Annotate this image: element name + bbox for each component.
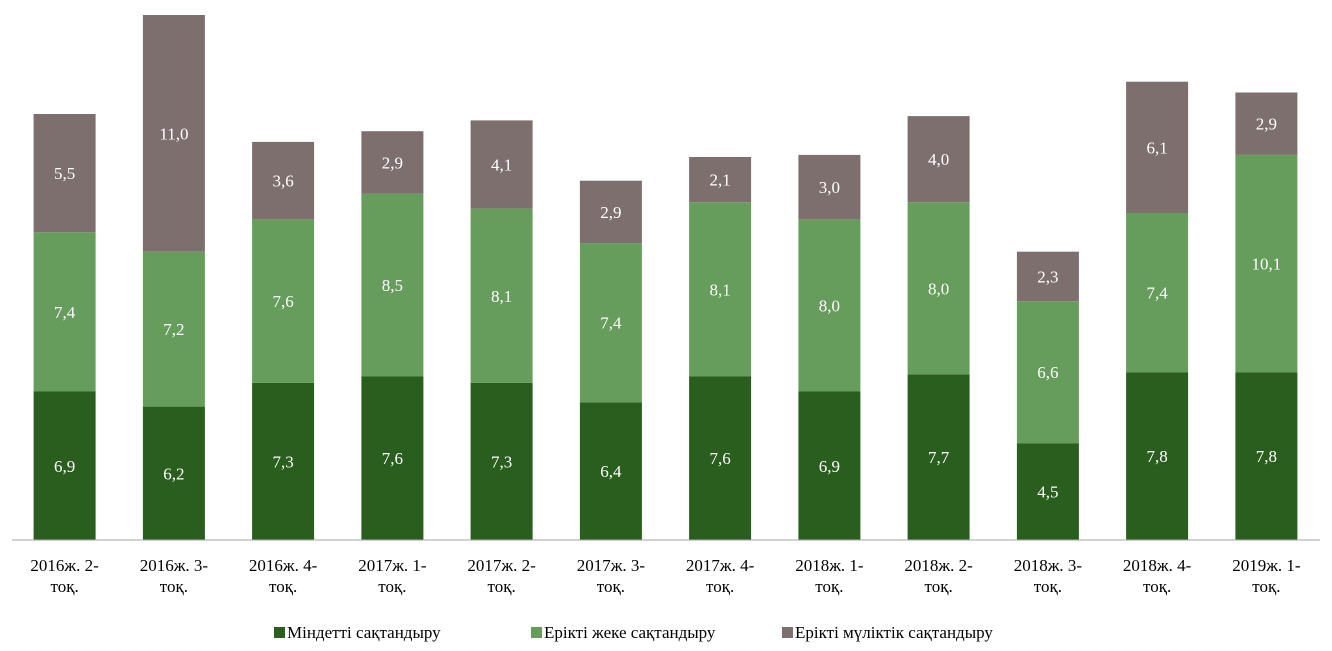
x-tick-label-11: 2019ж. 1-тоқ. bbox=[1232, 556, 1301, 596]
bar-segment-s2-c6 bbox=[689, 157, 752, 203]
x-tick-label-0: 2016ж. 2-тоқ. bbox=[30, 556, 99, 596]
bar-segment-s2-c8 bbox=[907, 116, 970, 203]
x-tick-label-5: 2017ж. 3-тоқ. bbox=[577, 556, 646, 596]
legend-swatch-2 bbox=[782, 627, 793, 638]
x-tick-label-1: 2016ж. 3-тоқ. bbox=[140, 556, 209, 596]
x-tick-label-2: 2016ж. 4-тоқ. bbox=[249, 556, 318, 596]
data-label-s1-c9: 6,6 bbox=[1037, 363, 1058, 382]
bar-segment-s2-c3 bbox=[361, 131, 424, 194]
bar-segment-s0-c0 bbox=[33, 391, 96, 540]
data-label-s2-c4: 4,1 bbox=[491, 156, 512, 175]
data-label-s0-c8: 7,7 bbox=[928, 448, 950, 467]
x-tick-label-10: 2018ж. 4-тоқ. bbox=[1123, 556, 1192, 596]
bar-segment-s2-c11 bbox=[1235, 92, 1298, 155]
bar-segment-s2-c0 bbox=[33, 114, 96, 233]
data-label-s2-c5: 2,9 bbox=[600, 203, 621, 222]
x-tick-label-3: 2017ж. 1-тоқ. bbox=[358, 556, 427, 596]
bar-segment-s2-c5 bbox=[579, 180, 642, 244]
data-label-s0-c0: 6,9 bbox=[54, 457, 75, 476]
bar-segment-s0-c9 bbox=[1016, 443, 1079, 540]
x-tick-label-6: 2017ж. 4-тоқ. bbox=[686, 556, 755, 596]
data-label-s0-c9: 4,5 bbox=[1037, 483, 1058, 502]
bar-segment-s2-c2 bbox=[252, 141, 315, 220]
data-label-s2-c2: 3,6 bbox=[272, 172, 293, 191]
x-tick-label-4: 2017ж. 2-тоқ. bbox=[467, 556, 536, 596]
bar-segment-s1-c0 bbox=[33, 232, 96, 392]
data-label-s1-c11: 10,1 bbox=[1252, 255, 1282, 274]
data-label-s2-c10: 6,1 bbox=[1146, 138, 1167, 157]
data-label-s2-c7: 3,0 bbox=[819, 178, 840, 197]
bar-segment-s0-c6 bbox=[689, 376, 752, 540]
bar-segment-s1-c3 bbox=[361, 193, 424, 377]
data-label-s1-c3: 8,5 bbox=[382, 276, 403, 295]
legend-swatch-0 bbox=[274, 627, 285, 638]
data-label-s0-c10: 7,8 bbox=[1146, 447, 1167, 466]
bar-segment-s2-c1 bbox=[142, 15, 205, 252]
data-label-s2-c9: 2,3 bbox=[1037, 267, 1058, 286]
data-label-s0-c4: 7,3 bbox=[491, 453, 512, 472]
bar-segment-s0-c11 bbox=[1235, 372, 1298, 540]
data-label-s0-c1: 6,2 bbox=[163, 464, 184, 483]
x-tick-label-8: 2018ж. 2-тоқ. bbox=[904, 556, 973, 596]
bar-segment-s0-c2 bbox=[252, 382, 315, 540]
data-label-s0-c3: 7,6 bbox=[382, 449, 403, 468]
data-label-s0-c7: 6,9 bbox=[819, 457, 840, 476]
legend-label-0: Міндетті сақтандыру bbox=[287, 623, 441, 642]
data-label-s2-c0: 5,5 bbox=[54, 164, 75, 183]
bar-segment-s0-c10 bbox=[1126, 372, 1189, 540]
bar-segment-s0-c1 bbox=[142, 406, 205, 540]
data-label-s0-c2: 7,3 bbox=[272, 453, 293, 472]
data-label-s2-c8: 4,0 bbox=[928, 150, 949, 169]
data-label-s1-c10: 7,4 bbox=[1146, 284, 1168, 303]
x-tick-labels: 2016ж. 2-тоқ. 2016ж. 3-тоқ. 2016ж. 4-тоқ. 2… bbox=[30, 556, 1301, 596]
legend-label-1: Ерікті жеке сақтандыру bbox=[544, 623, 716, 642]
data-label-s1-c6: 8,1 bbox=[709, 280, 730, 299]
bar-segment-s0-c3 bbox=[361, 376, 424, 540]
data-label-s2-c3: 2,9 bbox=[382, 153, 403, 172]
bar-segment-s2-c10 bbox=[1126, 81, 1189, 213]
bar-segment-s1-c10 bbox=[1126, 213, 1189, 373]
bar-segment-s1-c9 bbox=[1016, 301, 1079, 444]
data-label-s0-c6: 7,6 bbox=[709, 449, 730, 468]
data-label-s1-c4: 8,1 bbox=[491, 287, 512, 306]
data-label-s0-c5: 6,4 bbox=[600, 462, 622, 481]
bars-layer: 6,9 7,4 5,5 6,2 7,2 11,0 7,3 7,6 3,6 7,6 8,5 2,9 7,3… bbox=[33, 15, 1298, 540]
bar-segment-s0-c7 bbox=[798, 391, 861, 540]
legend-label-2: Ерікті мүліктік сақтандыру bbox=[795, 623, 993, 642]
bar-segment-s0-c8 bbox=[907, 374, 970, 540]
bar-segment-s1-c4 bbox=[470, 208, 533, 383]
data-label-s2-c6: 2,1 bbox=[709, 171, 730, 190]
data-label-s1-c8: 8,0 bbox=[928, 279, 949, 298]
bar-segment-s1-c5 bbox=[579, 243, 642, 403]
bar-segment-s2-c9 bbox=[1016, 251, 1079, 302]
x-tick-label-9: 2018ж. 3-тоқ. bbox=[1014, 556, 1083, 596]
data-label-s2-c11: 2,9 bbox=[1256, 115, 1277, 134]
data-label-s2-c1: 11,0 bbox=[159, 124, 188, 143]
bar-segment-s2-c7 bbox=[798, 154, 861, 220]
data-label-s1-c7: 8,0 bbox=[819, 297, 840, 316]
data-label-s0-c11: 7,8 bbox=[1256, 447, 1277, 466]
bar-segment-s1-c11 bbox=[1235, 154, 1298, 373]
legend: Міндетті сақтандыру Ерікті жеке сақтандыр… bbox=[274, 623, 993, 642]
x-tick-label-7: 2018ж. 1-тоқ. bbox=[795, 556, 864, 596]
data-label-s1-c5: 7,4 bbox=[600, 314, 622, 333]
bar-segment-s1-c7 bbox=[798, 219, 861, 392]
bar-segment-s1-c1 bbox=[142, 251, 205, 407]
bar-segment-s1-c8 bbox=[907, 202, 970, 375]
data-label-s1-c0: 7,4 bbox=[54, 303, 76, 322]
bar-segment-s2-c4 bbox=[470, 120, 533, 209]
bar-segment-s0-c5 bbox=[579, 402, 642, 540]
bar-segment-s1-c2 bbox=[252, 219, 315, 383]
legend-swatch-1 bbox=[531, 627, 542, 638]
data-label-s1-c2: 7,6 bbox=[272, 292, 293, 311]
bar-segment-s0-c4 bbox=[470, 382, 533, 540]
data-label-s1-c1: 7,2 bbox=[163, 320, 184, 339]
bar-segment-s1-c6 bbox=[689, 202, 752, 377]
